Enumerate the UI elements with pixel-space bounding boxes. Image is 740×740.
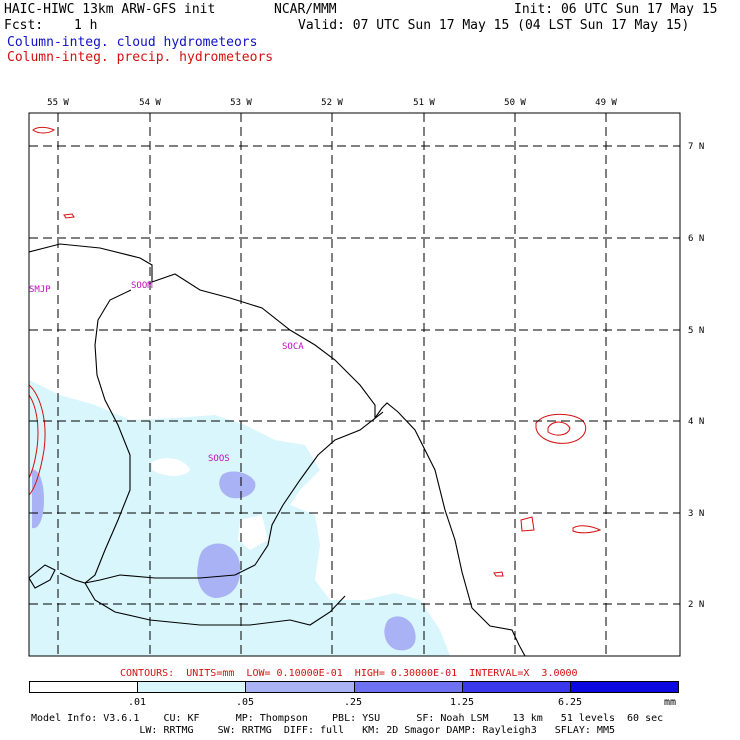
- colorbar-bin-0: [30, 682, 139, 692]
- model-info-line1: Model Info: V3.6.1 CU: KF MP: Thompson P…: [31, 713, 664, 724]
- fcst-value: 1 h: [74, 18, 98, 33]
- colorbar-tick-001: .01: [128, 697, 147, 708]
- colorbar-tick-005: .05: [236, 697, 255, 708]
- lat-label-7n: 7 N: [688, 142, 704, 152]
- contours-info: CONTOURS: UNITS=mm LOW= 0.10000E-01 HIGH…: [120, 668, 578, 679]
- station-smjp: SMJP: [29, 285, 51, 295]
- org-label: NCAR/MMM: [274, 2, 337, 17]
- map-ticks: [57, 113, 680, 605]
- lat-lon-grid: [29, 113, 680, 656]
- colorbar-bin-2: [246, 682, 355, 692]
- station-soos: SOOS: [208, 454, 230, 464]
- shading-gaps: [152, 458, 268, 550]
- cloud-shading-medium: [32, 469, 416, 651]
- lat-label-4n: 4 N: [688, 417, 704, 427]
- colorbar-tick-025: .25: [344, 697, 363, 708]
- lat-label-2n: 2 N: [688, 600, 704, 610]
- lon-label-55w: 55 W: [47, 98, 69, 108]
- lat-label-3n: 3 N: [688, 509, 704, 519]
- lon-label-52w: 52 W: [321, 98, 343, 108]
- precip-contours: [29, 126, 602, 577]
- colorbar: [29, 681, 679, 693]
- map-frame: [28, 112, 681, 657]
- lat-label-6n: 6 N: [688, 234, 704, 244]
- colorbar-unit: mm: [664, 697, 677, 708]
- colorbar-bin-1: [138, 682, 247, 692]
- fcst-label: Fcst:: [4, 18, 44, 33]
- colorbar-bin-4: [462, 682, 571, 692]
- lon-label-51w: 51 W: [413, 98, 435, 108]
- coastline: [29, 243, 526, 656]
- colorbar-tick-125: 1.25: [450, 697, 475, 708]
- lon-label-50w: 50 W: [504, 98, 526, 108]
- lat-label-5n: 5 N: [688, 326, 704, 336]
- station-soca: SOCA: [282, 342, 304, 352]
- colorbar-tick-625: 6.25: [558, 697, 583, 708]
- station-soom: SOOM: [131, 281, 153, 291]
- lon-label-49w: 49 W: [595, 98, 617, 108]
- plot-title: HAIC-HIWC 13km ARW-GFS init: [4, 2, 216, 17]
- lon-label-54w: 54 W: [139, 98, 161, 108]
- legend-cloud: Column-integ. cloud hydrometeors: [7, 35, 258, 50]
- legend-precip: Column-integ. precip. hydrometeors: [7, 50, 274, 65]
- model-info-line2: LW: RRTMG SW: RRTMG DIFF: full KM: 2D Sm…: [31, 725, 615, 736]
- init-time: Init: 06 UTC Sun 17 May 15: [514, 2, 718, 17]
- valid-time: Valid: 07 UTC Sun 17 May 15 (04 LST Sun …: [298, 18, 690, 33]
- lon-label-53w: 53 W: [230, 98, 252, 108]
- cloud-shading-light: [29, 380, 450, 656]
- colorbar-bin-3: [354, 682, 463, 692]
- colorbar-bin-5: [570, 682, 679, 692]
